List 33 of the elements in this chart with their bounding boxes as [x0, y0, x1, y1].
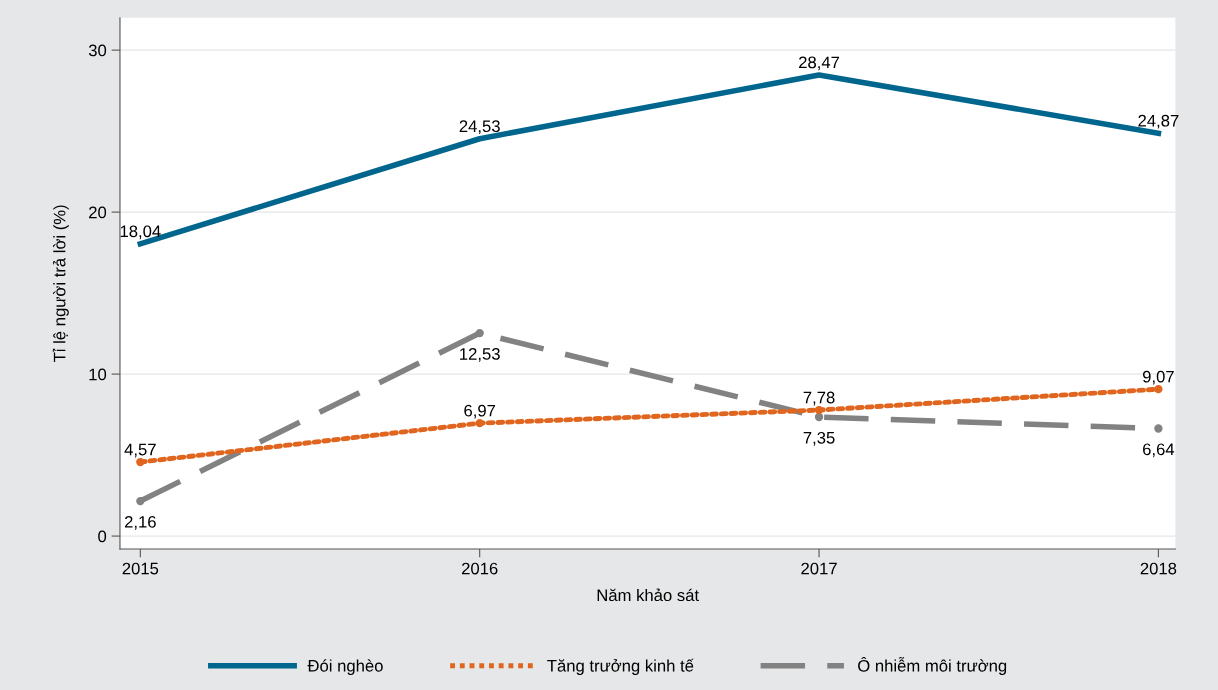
data-label: 4,57	[124, 443, 156, 458]
point	[1154, 424, 1163, 433]
point	[136, 457, 145, 467]
legend-label: Tăng trưởng kinh tế	[547, 658, 694, 675]
point	[814, 412, 824, 422]
point	[814, 405, 824, 415]
x-tick-label: 2015	[122, 562, 159, 575]
y-tick-label: 30	[88, 44, 107, 57]
data-label: 18,04	[120, 225, 161, 240]
data-label: 24,53	[459, 120, 500, 135]
point	[136, 496, 145, 506]
x-tick-label: 2018	[1140, 562, 1177, 575]
point	[1154, 384, 1163, 394]
data-label: 6,97	[464, 404, 496, 419]
x-axis-title: Năm khảo sát	[597, 588, 699, 602]
legend-label: Ô nhiễm môi trường	[858, 656, 1007, 675]
legend-label: Đói nghèo	[307, 659, 383, 675]
data-label: 7,35	[803, 431, 835, 446]
y-axis-title: Tỉ lệ người trả lời (%)	[52, 205, 69, 363]
data-label: 24,87	[1138, 114, 1179, 129]
point	[475, 328, 484, 338]
point	[475, 419, 484, 428]
data-label: 2,16	[124, 515, 156, 530]
data-label: 9,07	[1142, 370, 1174, 385]
data-label: 12,53	[460, 348, 500, 362]
data-label: 6,64	[1143, 443, 1175, 458]
y-tick-label: 20	[89, 206, 107, 219]
x-tick-label: 2017	[801, 562, 837, 575]
y-tick-label: 10	[89, 368, 107, 381]
data-label: 28,47	[799, 56, 840, 71]
data-label: 7,78	[803, 391, 835, 406]
y-tick-label: 0	[98, 530, 107, 543]
x-tick-label: 2016	[461, 562, 498, 575]
